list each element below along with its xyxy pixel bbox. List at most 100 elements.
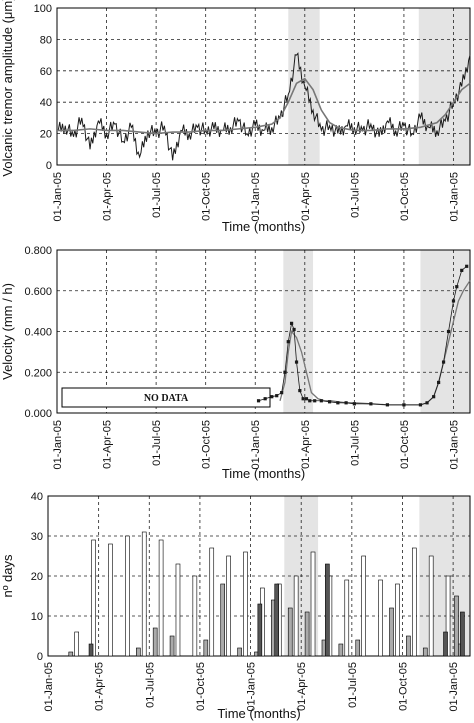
x-tick-label: 01-Oct-05 [201,172,213,221]
velocity-point [402,403,406,407]
y-tick-label: 100 [34,3,52,15]
x-tick-label: 01-Apr-05 [296,662,308,711]
bar [443,631,448,657]
velocity-point [369,402,373,406]
x-tick-label: 01-Apr-05 [300,172,312,221]
velocity-point [441,360,446,364]
y-tick-label: 0 [37,651,43,663]
x-tick-label: 01-Apr-05 [94,662,106,711]
shaded-period [288,8,320,165]
velocity-point [286,340,290,344]
bar [169,635,175,657]
plot-frame [56,7,471,166]
x-tick-label: 01-Oct-05 [399,420,411,469]
y-tick-label: 80 [40,34,52,46]
bar [192,575,198,657]
y-tick-label: 0.400 [24,327,52,339]
x-tick-label: 01-Jan-05 [448,172,460,222]
bar [428,555,434,657]
velocity-point [385,403,389,407]
velocity-point [304,397,309,401]
y-tick-label: 30 [31,531,43,543]
x-tick-label: 01-Jul-05 [349,172,361,218]
x-axis-title: Time (months) [222,466,305,481]
x-tick-label: 01-Jan-05 [250,172,262,222]
bar [389,607,394,657]
x-tick-label: 01-Jan-05 [52,420,64,470]
velocity-chart: 0.000 0.200 0.400 0.600 0.800 01-Jan-05 01-Apr… [0,245,471,481]
x-tick-label: 01-Apr-05 [102,420,114,469]
x-tick-label: 01-Jul-05 [347,662,359,708]
x-tick-label: 01-Oct-05 [195,662,207,711]
bar [338,643,344,657]
x-axis-title: Time (months) [217,706,300,721]
x-tick-label: 01-Oct-05 [399,172,411,221]
tremor-chart: 0 20 40 60 80 100 01-Jan-05 01-Apr-05 01-Jul-05 0… [0,0,471,234]
velocity-point [465,264,469,268]
velocity-point [437,380,441,385]
bar [152,627,158,657]
x-tick-label: 01-Jul-05 [151,420,163,466]
x-tick-label: 01-Apr-05 [300,420,312,469]
bar [274,583,280,657]
x-tick-label: 01-Jan-05 [448,420,460,470]
y-axis-title: Volcanic tremor amplitude (μm) [0,0,15,177]
x-tick-label: 01-Jan-05 [246,662,258,712]
tremor-series-smoothed [57,77,471,135]
velocity-point [336,401,340,405]
bar [325,563,330,657]
bar [304,611,310,657]
bar [422,647,428,657]
velocity-point [460,268,464,272]
velocity-point [298,388,302,393]
days-chart: 0 10 20 30 40 01-Jan-05 01-Apr-05 01-Jul-05 01-O… [0,491,471,721]
shaded-period [420,250,470,413]
plot-frame [56,249,471,414]
bar [158,539,164,657]
x-tick-label: 01-Oct-05 [397,662,409,711]
x-tick-label: 01-Jan-05 [250,420,262,470]
velocity-point [263,397,267,401]
y-tick-label: 0.600 [24,286,52,298]
y-axis-title: Velocity (mm / h) [0,283,15,380]
velocity-point [280,391,284,395]
x-tick-label: 01-Jan-05 [448,662,460,712]
bar [361,555,366,657]
y-tick-label: 20 [40,129,52,141]
bar [91,539,96,657]
velocity-point [352,402,356,406]
y-tick-label: 60 [40,66,52,78]
bar [395,583,400,657]
x-tick-label: 01-Jul-05 [151,172,163,218]
bar [125,535,130,657]
bar [411,547,417,657]
velocity-point [319,399,323,403]
velocity-point [289,321,294,325]
velocity-point [313,399,317,403]
bar [68,651,74,657]
velocity-point [425,401,429,405]
y-tick-label: 20 [31,571,43,583]
velocity-point [275,394,279,398]
x-tick-label: 01-Jan-05 [43,662,55,712]
velocity-point [432,395,436,399]
y-tick-label: 0.200 [24,367,52,379]
velocity-point [256,399,261,403]
velocity-point [292,327,296,332]
bar [257,603,263,657]
velocity-point [455,285,459,289]
bar [237,647,242,657]
velocity-point [446,329,451,334]
velocity-point [294,360,299,364]
y-tick-label: 0.800 [24,245,52,257]
y-tick-label: 0.000 [24,408,52,420]
bar [310,551,316,657]
bar [454,595,459,657]
velocity-point [418,403,423,407]
velocity-point [451,299,456,303]
bar [293,575,299,657]
velocity-point [327,400,332,404]
x-axis-title: Time (months) [222,219,305,234]
bar [226,555,231,657]
